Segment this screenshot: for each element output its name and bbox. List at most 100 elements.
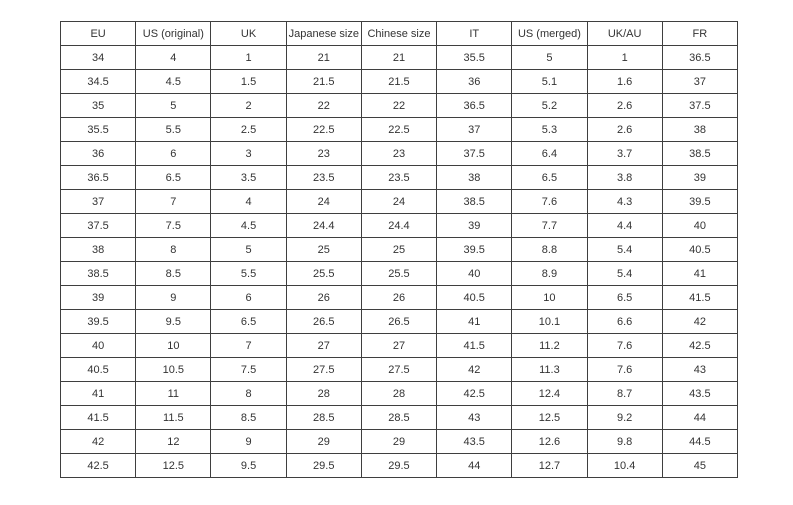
table-row: 41 11 8 28 28 42.5 12.4 8.7 43.5 [59, 381, 739, 406]
table-cell: 12.5 [135, 453, 212, 478]
table-cell: 8.8 [511, 237, 588, 262]
table-cell: 8.5 [210, 405, 287, 430]
table-cell: 41 [436, 309, 513, 334]
table-row: 35 5 2 22 22 36.5 5.2 2.6 37.5 [59, 93, 739, 118]
table-cell: 36 [436, 69, 513, 94]
table-row: 38.5 8.5 5.5 25.5 25.5 40 8.9 5.4 41 [59, 261, 739, 286]
table-cell: 8.7 [586, 381, 663, 406]
table-cell: 36.5 [59, 165, 137, 190]
table-cell: 5.3 [511, 117, 588, 142]
table-cell: 6.5 [135, 165, 212, 190]
table-cell: 8.9 [511, 261, 588, 286]
table-row: 34.5 4.5 1.5 21.5 21.5 36 5.1 1.6 37 [59, 69, 739, 94]
table-cell: 4.3 [586, 189, 663, 214]
table-cell: 42 [661, 309, 739, 334]
table-cell: 25.5 [285, 261, 362, 286]
table-cell: 22.5 [360, 117, 438, 142]
table-cell: 5.1 [511, 69, 588, 94]
table-cell: 36.5 [661, 45, 739, 70]
table-cell: 10 [135, 333, 212, 358]
table-cell: 34.5 [59, 69, 137, 94]
table-cell: 10 [511, 285, 588, 310]
table-cell: 24.4 [285, 213, 362, 238]
table-cell: 10.1 [511, 309, 588, 334]
table-cell: 10.5 [135, 357, 212, 382]
table-row: 41.5 11.5 8.5 28.5 28.5 43 12.5 9.2 44 [59, 405, 739, 430]
table-cell: 38 [661, 117, 739, 142]
table-cell: 3 [210, 141, 287, 166]
table-cell: 6 [135, 141, 212, 166]
table-cell: 7.6 [586, 357, 663, 382]
shoe-size-conversion-table: EU US (original) UK Japanese size Chinese si… [59, 21, 739, 478]
table-cell: 6.5 [210, 309, 287, 334]
table-cell: 7.6 [511, 189, 588, 214]
column-header-japanese-size: Japanese size [285, 21, 362, 46]
table-cell: 39 [59, 285, 137, 310]
table-row: 39 9 6 26 26 40.5 10 6.5 41.5 [59, 285, 739, 310]
table-cell: 23 [285, 141, 362, 166]
table-cell: 7.6 [586, 333, 663, 358]
table-cell: 27.5 [285, 357, 362, 382]
table-cell: 29 [360, 429, 438, 454]
table-cell: 26.5 [360, 309, 438, 334]
table-cell: 6.6 [586, 309, 663, 334]
table-cell: 12.4 [511, 381, 588, 406]
table-cell: 37 [661, 69, 739, 94]
table-cell: 39 [661, 165, 739, 190]
table-cell: 8 [210, 381, 287, 406]
table-cell: 8.5 [135, 261, 212, 286]
table-cell: 21.5 [360, 69, 438, 94]
table-cell: 2.6 [586, 93, 663, 118]
table-row: 36 6 3 23 23 37.5 6.4 3.7 38.5 [59, 141, 739, 166]
table-row: 37.5 7.5 4.5 24.4 24.4 39 7.7 4.4 40 [59, 213, 739, 238]
table-cell: 44 [661, 405, 739, 430]
table-cell: 45 [661, 453, 739, 478]
table-cell: 36.5 [436, 93, 513, 118]
table-cell: 37 [59, 189, 137, 214]
table-cell: 35 [59, 93, 137, 118]
table-cell: 28 [285, 381, 362, 406]
table-cell: 25 [285, 237, 362, 262]
table-cell: 9 [135, 285, 212, 310]
table-row: 37 7 4 24 24 38.5 7.6 4.3 39.5 [59, 189, 739, 214]
table-cell: 42.5 [59, 453, 137, 478]
table-cell: 5 [210, 237, 287, 262]
table-cell: 24 [285, 189, 362, 214]
table-cell: 26 [360, 285, 438, 310]
table-cell: 38.5 [661, 141, 739, 166]
table-cell: 38.5 [59, 261, 137, 286]
table-cell: 6.5 [511, 165, 588, 190]
table-cell: 5.4 [586, 261, 663, 286]
table-cell: 9 [210, 429, 287, 454]
table-cell: 1.5 [210, 69, 287, 94]
table-cell: 29.5 [360, 453, 438, 478]
table-cell: 8 [135, 237, 212, 262]
table-cell: 4.5 [135, 69, 212, 94]
table-cell: 40.5 [661, 237, 739, 262]
table-cell: 42 [59, 429, 137, 454]
table-cell: 22.5 [285, 117, 362, 142]
table-cell: 28.5 [360, 405, 438, 430]
table-cell: 37.5 [436, 141, 513, 166]
table-cell: 23.5 [285, 165, 362, 190]
table-cell: 34 [59, 45, 137, 70]
table-cell: 1 [586, 45, 663, 70]
table-cell: 23.5 [360, 165, 438, 190]
table-cell: 43.5 [436, 429, 513, 454]
column-header-us-original: US (original) [135, 21, 212, 46]
table-cell: 27.5 [360, 357, 438, 382]
table-cell: 42.5 [436, 381, 513, 406]
table-cell: 2.5 [210, 117, 287, 142]
table-cell: 36 [59, 141, 137, 166]
table-cell: 43 [661, 357, 739, 382]
table-cell: 37.5 [59, 213, 137, 238]
table-cell: 41.5 [59, 405, 137, 430]
table-row: 40 10 7 27 27 41.5 11.2 7.6 42.5 [59, 333, 739, 358]
header-row: EU US (original) UK Japanese size Chinese si… [59, 21, 739, 46]
table-cell: 5.2 [511, 93, 588, 118]
table-cell: 6.5 [586, 285, 663, 310]
table-cell: 35.5 [436, 45, 513, 70]
table-cell: 21.5 [285, 69, 362, 94]
table-cell: 12 [135, 429, 212, 454]
column-header-fr: FR [661, 21, 739, 46]
